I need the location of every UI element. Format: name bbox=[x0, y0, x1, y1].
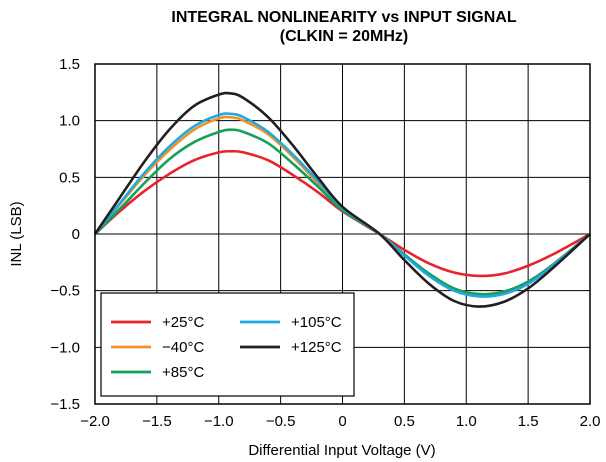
x-axis-label: Differential Input Voltage (V) bbox=[248, 442, 435, 459]
legend-label: +25°C bbox=[162, 314, 204, 331]
series-line-25c bbox=[94, 149, 591, 278]
series-line-125c bbox=[93, 91, 591, 308]
plot-frame bbox=[94, 63, 591, 405]
x-tick-label: 1.5 bbox=[518, 413, 539, 430]
legend-label: +105°C bbox=[291, 314, 342, 331]
legend-box bbox=[100, 292, 355, 397]
y-tick-label: 1.0 bbox=[59, 113, 80, 130]
x-tick-label: 0.5 bbox=[394, 413, 415, 430]
legend-label: +85°C bbox=[162, 364, 204, 381]
series-line-105c bbox=[93, 112, 591, 298]
x-tick-label: −1.0 bbox=[204, 413, 234, 430]
series-lines bbox=[93, 91, 591, 308]
legend: +25°C −40°C +85°C +105°C +125°C bbox=[100, 292, 355, 397]
y-axis-label: INL (LSB) bbox=[8, 201, 25, 266]
chart-subtitle: (CLKIN = 20MHz) bbox=[280, 28, 408, 45]
y-tick-label: 0.5 bbox=[59, 169, 80, 186]
chart-title: INTEGRAL NONLINEARITY vs INPUT SIGNAL bbox=[171, 9, 516, 26]
x-tick-label: −0.5 bbox=[266, 413, 296, 430]
y-tick-label: −0.5 bbox=[50, 283, 80, 300]
legend-label: −40°C bbox=[162, 339, 204, 356]
x-tick-label: 2.0 bbox=[580, 413, 601, 430]
legend-label: +125°C bbox=[291, 339, 342, 356]
x-tick-label: −2.0 bbox=[80, 413, 110, 430]
x-tick-label: 1.0 bbox=[456, 413, 477, 430]
x-tick-label: 0 bbox=[338, 413, 346, 430]
x-tick-label: −1.5 bbox=[142, 413, 172, 430]
y-tick-label: −1.0 bbox=[50, 339, 80, 356]
y-tick-label: −1.5 bbox=[50, 396, 80, 413]
series-line-85c bbox=[94, 128, 591, 296]
y-tick-label: 1.5 bbox=[59, 56, 80, 73]
y-tick-label: 0 bbox=[72, 226, 80, 243]
tick-labels: −2.0 −1.5 −1.0 −0.5 0 0.5 1.0 1.5 2.01.51.00.50−… bbox=[50, 56, 600, 430]
